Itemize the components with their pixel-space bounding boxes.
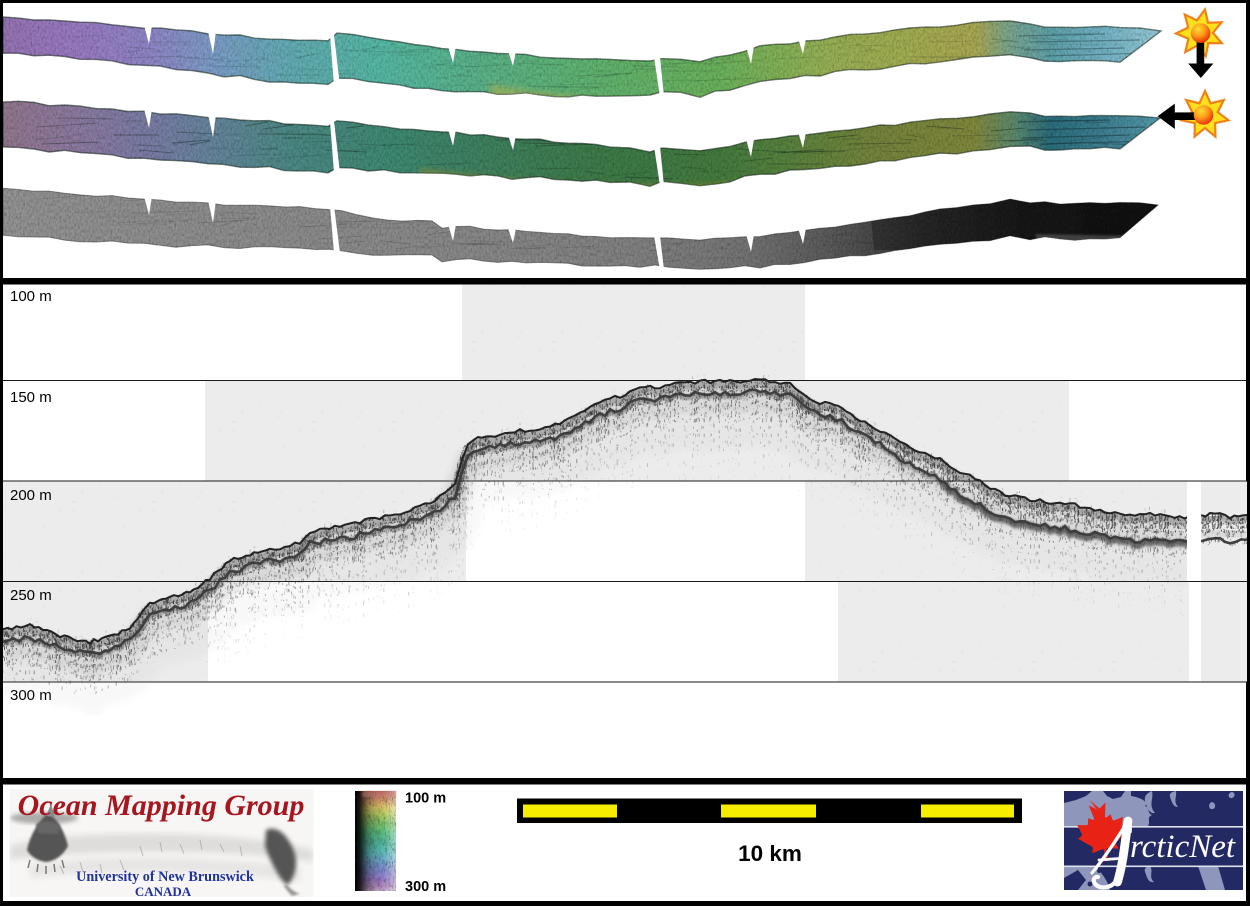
svg-text:Ocean Mapping Group: Ocean Mapping Group xyxy=(18,789,305,822)
svg-text:10 km: 10 km xyxy=(738,841,802,866)
svg-text:250 m: 250 m xyxy=(10,587,52,604)
svg-text:CANADA: CANADA xyxy=(135,884,192,899)
svg-text:100 m: 100 m xyxy=(10,288,52,305)
svg-text:University of New Brunswick: University of New Brunswick xyxy=(76,869,254,885)
svg-text:200 m: 200 m xyxy=(10,487,52,504)
svg-text:100 m: 100 m xyxy=(405,791,446,807)
svg-text:300 m: 300 m xyxy=(405,879,446,895)
svg-text:150 m: 150 m xyxy=(10,389,52,406)
svg-text:rcticNet: rcticNet xyxy=(1130,829,1236,865)
